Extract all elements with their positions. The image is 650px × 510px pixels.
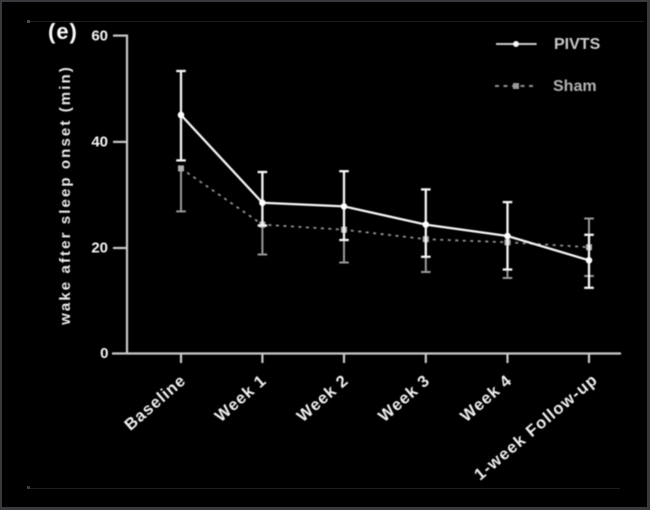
- svg-text:0: 0: [100, 345, 108, 362]
- svg-text:wake after sleep onset (min): wake after sleep onset (min): [57, 65, 74, 326]
- svg-text:40: 40: [91, 134, 108, 151]
- svg-text:Week 2: Week 2: [294, 371, 353, 425]
- svg-text:(e): (e): [48, 19, 78, 44]
- svg-text:Week 1: Week 1: [212, 371, 271, 425]
- svg-text:Sham: Sham: [553, 78, 597, 95]
- svg-text:Week 3: Week 3: [375, 371, 434, 425]
- svg-text:Baseline: Baseline: [121, 371, 189, 434]
- svg-text:Week 4: Week 4: [457, 371, 516, 425]
- svg-text:20: 20: [91, 240, 108, 257]
- svg-text:60: 60: [91, 28, 108, 45]
- svg-text:PIVTS: PIVTS: [554, 36, 601, 53]
